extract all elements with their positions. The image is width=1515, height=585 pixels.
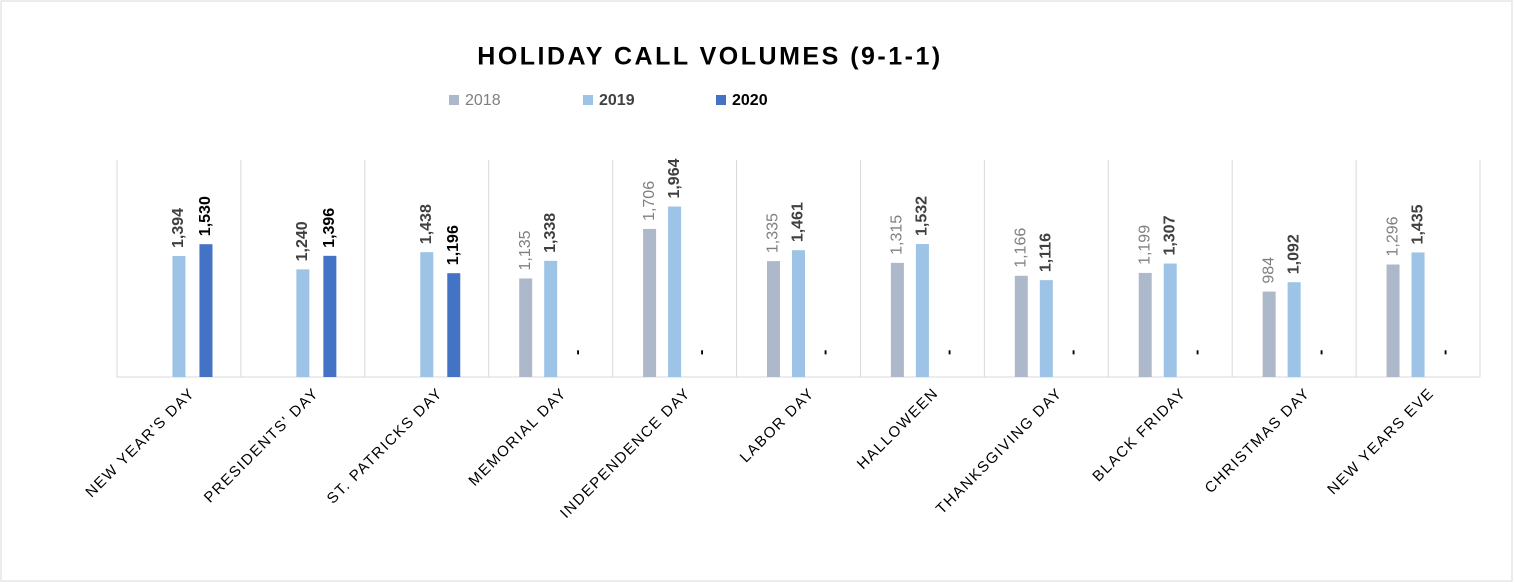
data-label: 1,396 xyxy=(321,208,338,248)
bar xyxy=(668,206,682,377)
bar xyxy=(296,269,310,377)
data-label: 1,199 xyxy=(1136,225,1153,265)
data-label: 1,196 xyxy=(445,225,462,265)
data-label: 1,438 xyxy=(418,204,435,244)
data-label: 1,240 xyxy=(294,221,311,261)
data-label: - xyxy=(941,350,958,355)
bar xyxy=(1411,252,1425,377)
data-label: 1,964 xyxy=(666,158,683,198)
bar xyxy=(323,255,337,377)
legend-label: 2020 xyxy=(732,92,768,109)
bar xyxy=(172,256,186,377)
bar xyxy=(1262,291,1276,377)
legend-swatch xyxy=(583,95,593,105)
bar xyxy=(890,262,904,377)
data-label: 1,116 xyxy=(1038,233,1055,272)
bar xyxy=(199,244,213,377)
data-label: 1,166 xyxy=(1013,228,1030,268)
data-label: - xyxy=(1312,350,1329,355)
data-label: 984 xyxy=(1260,257,1277,284)
legend-swatch xyxy=(449,95,459,105)
data-label: 1,532 xyxy=(914,196,931,236)
bar xyxy=(1039,280,1053,377)
data-label: - xyxy=(1436,350,1453,355)
data-label: 1,461 xyxy=(790,202,807,242)
data-label: - xyxy=(1065,350,1082,355)
data-label: 1,530 xyxy=(197,196,214,236)
legend-label: 2019 xyxy=(599,92,635,109)
data-label: 1,135 xyxy=(517,230,534,270)
bar xyxy=(767,261,780,377)
data-label: 1,706 xyxy=(641,181,658,221)
bar xyxy=(1287,282,1301,377)
bar xyxy=(1386,264,1400,377)
data-label: - xyxy=(1188,350,1205,355)
bar xyxy=(544,260,558,377)
bar xyxy=(915,244,929,377)
bar xyxy=(1138,272,1152,377)
bar xyxy=(1014,275,1028,377)
data-label: 1,394 xyxy=(170,208,187,248)
bar xyxy=(420,252,434,377)
bar xyxy=(1163,263,1177,377)
data-label: - xyxy=(693,350,710,355)
data-label: 1,338 xyxy=(542,213,559,253)
data-label: 1,296 xyxy=(1384,216,1401,256)
data-label: 1,092 xyxy=(1285,234,1302,274)
legend-swatch xyxy=(716,95,726,105)
data-label: 1,335 xyxy=(765,213,782,253)
bar xyxy=(643,228,657,377)
bar xyxy=(792,250,805,377)
data-label: 1,307 xyxy=(1161,215,1178,255)
bar xyxy=(447,273,461,377)
legend-label: 2018 xyxy=(465,92,501,109)
bar xyxy=(519,278,533,377)
data-label: - xyxy=(569,350,586,355)
chart-title: HOLIDAY CALL VOLUMES (9-1-1) xyxy=(477,43,942,71)
data-label: 1,315 xyxy=(889,215,906,255)
data-label: - xyxy=(817,350,834,355)
data-label: 1,435 xyxy=(1409,204,1426,244)
